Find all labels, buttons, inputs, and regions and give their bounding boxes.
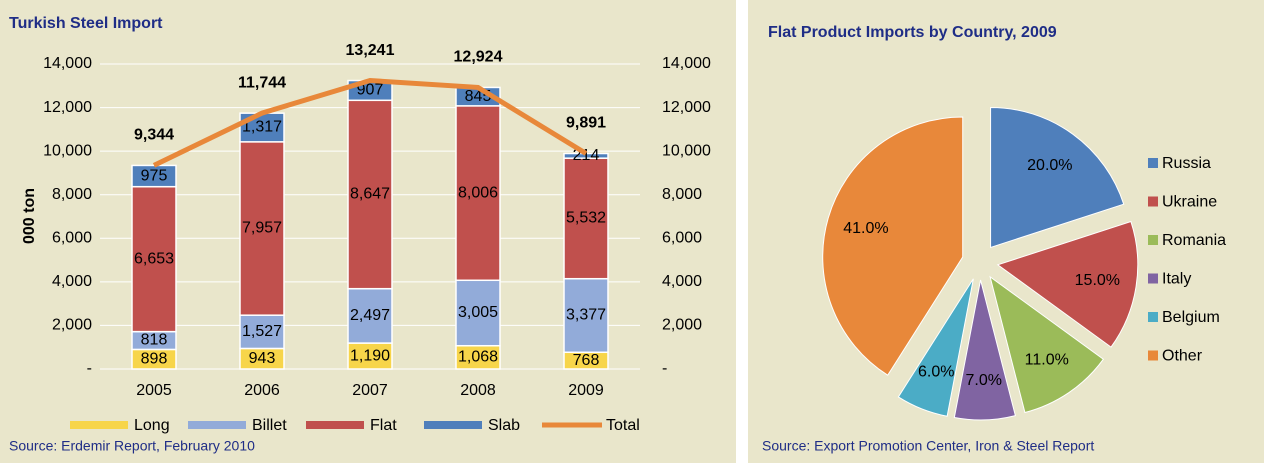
segment-label: 6,653 <box>134 250 174 267</box>
total-label: 12,924 <box>454 49 503 66</box>
legend-swatch <box>1148 273 1158 284</box>
y-tick-label: 8,000 <box>52 186 92 203</box>
legend-swatch <box>1148 196 1158 207</box>
segment-label: 975 <box>141 167 168 184</box>
pie-slice <box>990 106 1125 249</box>
bar-segment <box>455 105 501 282</box>
legend-swatch <box>1148 350 1158 361</box>
y-tick-label: 14,000 <box>43 55 92 72</box>
bar-title: Turkish Steel Import <box>9 15 163 32</box>
bar-segment <box>347 287 393 344</box>
total-label: 13,241 <box>346 42 395 59</box>
legend-label: Romania <box>1162 232 1226 249</box>
slice-label: 41.0% <box>843 220 888 237</box>
legend-label: Belgium <box>1162 309 1220 326</box>
legend-label: Italy <box>1162 271 1191 288</box>
legend-swatch <box>1148 235 1158 245</box>
y2-tick-label: 6,000 <box>662 230 702 247</box>
pie-slice <box>989 275 1105 414</box>
segment-label: 3,005 <box>458 304 498 321</box>
segment-label: 8,647 <box>350 186 390 203</box>
segment-label: 2,497 <box>350 307 390 324</box>
y-axis-label: 000 ton <box>21 188 38 244</box>
x-tick-label: 2006 <box>244 382 280 399</box>
legend-swatch <box>1148 312 1158 322</box>
total-line <box>152 78 588 168</box>
segment-label: 1,317 <box>242 119 282 136</box>
pie-slice <box>822 116 964 376</box>
legend-swatch <box>188 421 246 429</box>
segment-label: 768 <box>573 352 600 369</box>
x-tick-label: 2008 <box>460 382 496 399</box>
y-tick-label: 12,000 <box>43 99 92 116</box>
bar-segment <box>563 157 609 280</box>
legend-swatch <box>306 421 364 429</box>
slice-label: 15.0% <box>1075 272 1120 289</box>
total-label: 11,744 <box>238 74 286 91</box>
slice-label: 20.0% <box>1027 157 1072 174</box>
legend-swatch <box>424 421 482 429</box>
y-tick-label: 4,000 <box>52 273 92 290</box>
bar-segment <box>563 277 609 354</box>
bar-source: Source: Erdemir Report, February 2010 <box>9 438 255 454</box>
legend-label: Slab <box>488 417 520 434</box>
segment-label: 818 <box>141 332 168 349</box>
legend-label: Billet <box>252 417 287 434</box>
segment-label: 8,006 <box>458 184 498 201</box>
y-tick-label: 10,000 <box>43 142 92 159</box>
pie-slice <box>996 220 1139 348</box>
x-tick-label: 2007 <box>352 382 388 399</box>
segment-label: 1,068 <box>458 349 498 366</box>
slice-label: 7.0% <box>965 372 1001 389</box>
slice-label: 11.0% <box>1025 351 1069 368</box>
pie-source: Source: Export Promotion Center, Iron & … <box>762 438 1094 454</box>
y2-tick-label: 4,000 <box>662 273 702 290</box>
y-tick-label: 2,000 <box>52 317 92 334</box>
segment-label: 7,957 <box>242 220 282 237</box>
legend-label: Russia <box>1162 155 1211 172</box>
y-tick-label: - <box>87 360 92 377</box>
y2-tick-label: 14,000 <box>662 55 711 72</box>
legend-label: Other <box>1162 348 1203 365</box>
segment-label: 943 <box>249 350 276 367</box>
segment-label: 1,527 <box>242 323 282 340</box>
segment-label: 5,532 <box>566 210 606 227</box>
bar-segment <box>347 342 393 370</box>
segment-label: 898 <box>141 350 168 367</box>
x-tick-label: 2009 <box>568 382 604 399</box>
segment-label: 1,190 <box>350 347 390 364</box>
segment-label: 907 <box>357 82 384 99</box>
y2-tick-label: 10,000 <box>662 142 711 159</box>
y-tick-label: 6,000 <box>52 230 92 247</box>
pie-title: Flat Product Imports by Country, 2009 <box>768 24 1057 41</box>
y2-tick-label: 12,000 <box>662 99 711 116</box>
segment-label: 3,377 <box>566 307 606 324</box>
pie-slice <box>897 278 974 417</box>
y2-tick-label: 2,000 <box>662 317 702 334</box>
legend-label: Long <box>134 417 170 434</box>
total-label: 9,344 <box>134 127 174 144</box>
x-tick-label: 2005 <box>136 382 172 399</box>
legend-label: Ukraine <box>1162 194 1217 211</box>
bar-segment <box>131 185 177 333</box>
legend-label: Flat <box>370 417 397 434</box>
y2-tick-label: 8,000 <box>662 186 702 203</box>
pie-slice <box>953 279 1016 421</box>
bar-segment <box>239 141 285 316</box>
legend-swatch <box>1148 158 1158 168</box>
slice-label: 6.0% <box>918 364 954 381</box>
bar-segment <box>239 314 285 350</box>
total-label: 9,891 <box>566 115 606 132</box>
legend-label: Total <box>606 417 640 434</box>
y2-tick-label: - <box>662 360 667 377</box>
legend-swatch <box>70 421 128 429</box>
